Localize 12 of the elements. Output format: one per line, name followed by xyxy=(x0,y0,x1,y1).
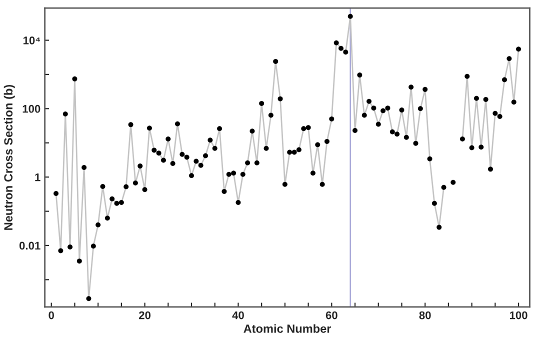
y-axis-title: Neutron Cross Section (b) xyxy=(4,84,15,230)
y-tick-label: 1 xyxy=(35,173,40,182)
x-axis-title: Atomic Number xyxy=(244,324,332,333)
y-tick-label: 10⁴ xyxy=(24,36,40,44)
x-tick-label: 100 xyxy=(510,311,528,320)
y-tick-label: 100 xyxy=(22,104,40,113)
x-tick-label: 20 xyxy=(139,311,151,320)
y-tick-label: 0.01 xyxy=(19,242,40,250)
x-tick-label: 80 xyxy=(419,311,431,320)
x-tick-label: 60 xyxy=(326,311,338,320)
x-tick-label: 0 xyxy=(48,311,54,320)
x-tick-label: 40 xyxy=(232,311,244,320)
